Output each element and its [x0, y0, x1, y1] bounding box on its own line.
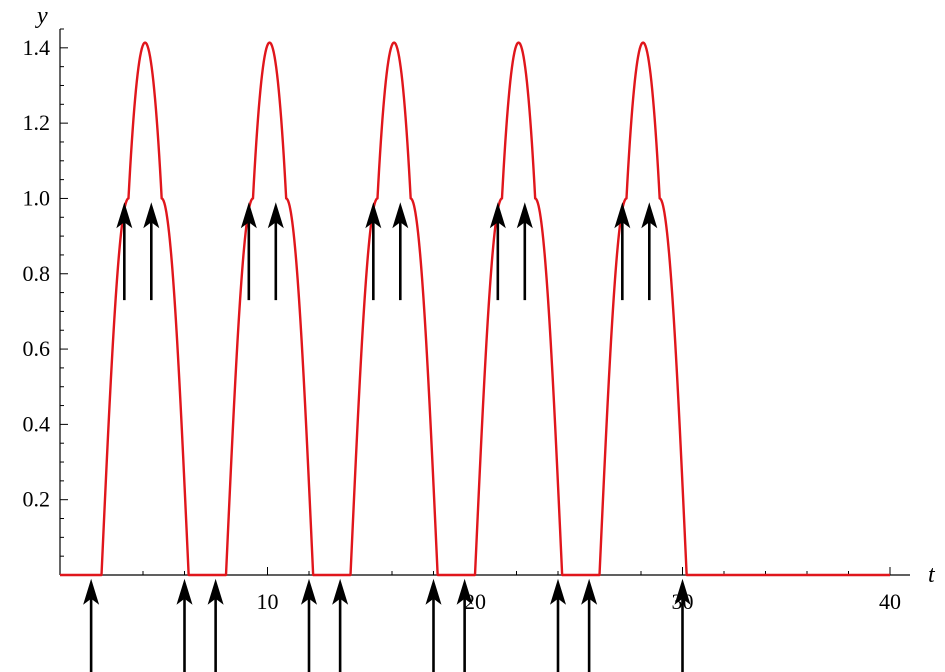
arrow-head — [516, 202, 533, 229]
series-line — [60, 41, 890, 577]
lower-arrow — [550, 578, 566, 672]
lower-arrow — [425, 578, 442, 672]
arrow-head — [207, 578, 224, 605]
arrow-head — [240, 202, 257, 229]
y-tick-label: 1.4 — [23, 35, 51, 60]
lower-arrow — [83, 578, 100, 672]
lower-arrow — [674, 578, 691, 672]
arrow-head — [641, 202, 658, 229]
arrow-head — [581, 578, 598, 605]
y-tick-label: 0.6 — [23, 336, 51, 361]
upper-arrow — [267, 202, 284, 301]
lower-arrow — [301, 578, 317, 672]
upper-arrow — [392, 202, 409, 301]
arrow-head — [425, 578, 442, 605]
y-tick-label: 1.2 — [23, 110, 51, 135]
arrow-head — [456, 578, 473, 605]
y-tick-label: 0.2 — [23, 487, 51, 512]
upper-arrow — [641, 202, 658, 301]
y-axis-title: y — [35, 3, 48, 29]
arrow-head — [301, 578, 317, 605]
arrow-head — [332, 578, 349, 605]
curve-layer — [60, 41, 890, 577]
upper-arrow — [489, 202, 506, 301]
y-tick-label: 0.8 — [23, 261, 51, 286]
arrow-head — [614, 202, 631, 229]
arrow-head — [365, 202, 382, 229]
arrow-head — [176, 578, 193, 605]
arrow-head — [83, 578, 100, 605]
x-tick-label: 10 — [257, 589, 279, 614]
arrow-head — [489, 202, 506, 229]
y-tick-label: 1.0 — [23, 185, 51, 210]
upper-arrow — [614, 202, 631, 301]
axes: 10 20 30 400.20.40.60.81.01.21.4 — [23, 28, 910, 614]
x-tick-label: 40 — [879, 589, 901, 614]
lower-arrow — [176, 578, 193, 672]
arrow-layer — [83, 202, 691, 672]
lower-arrow — [456, 578, 473, 672]
y-tick-label: 0.4 — [23, 411, 51, 436]
upper-arrow — [240, 202, 257, 301]
upper-arrow — [516, 202, 533, 301]
upper-arrow — [143, 202, 160, 301]
upper-arrow — [116, 202, 133, 301]
arrow-head — [550, 578, 566, 605]
upper-arrow — [365, 202, 382, 301]
lower-arrow — [581, 578, 598, 672]
lower-arrow — [207, 578, 224, 672]
x-axis-title: t — [928, 562, 936, 588]
arrow-head — [116, 202, 133, 229]
arrow-head — [267, 202, 284, 229]
arrow-head — [392, 202, 409, 229]
lower-arrow — [332, 578, 349, 672]
arrow-head — [143, 202, 160, 229]
arrow-head — [674, 578, 691, 605]
